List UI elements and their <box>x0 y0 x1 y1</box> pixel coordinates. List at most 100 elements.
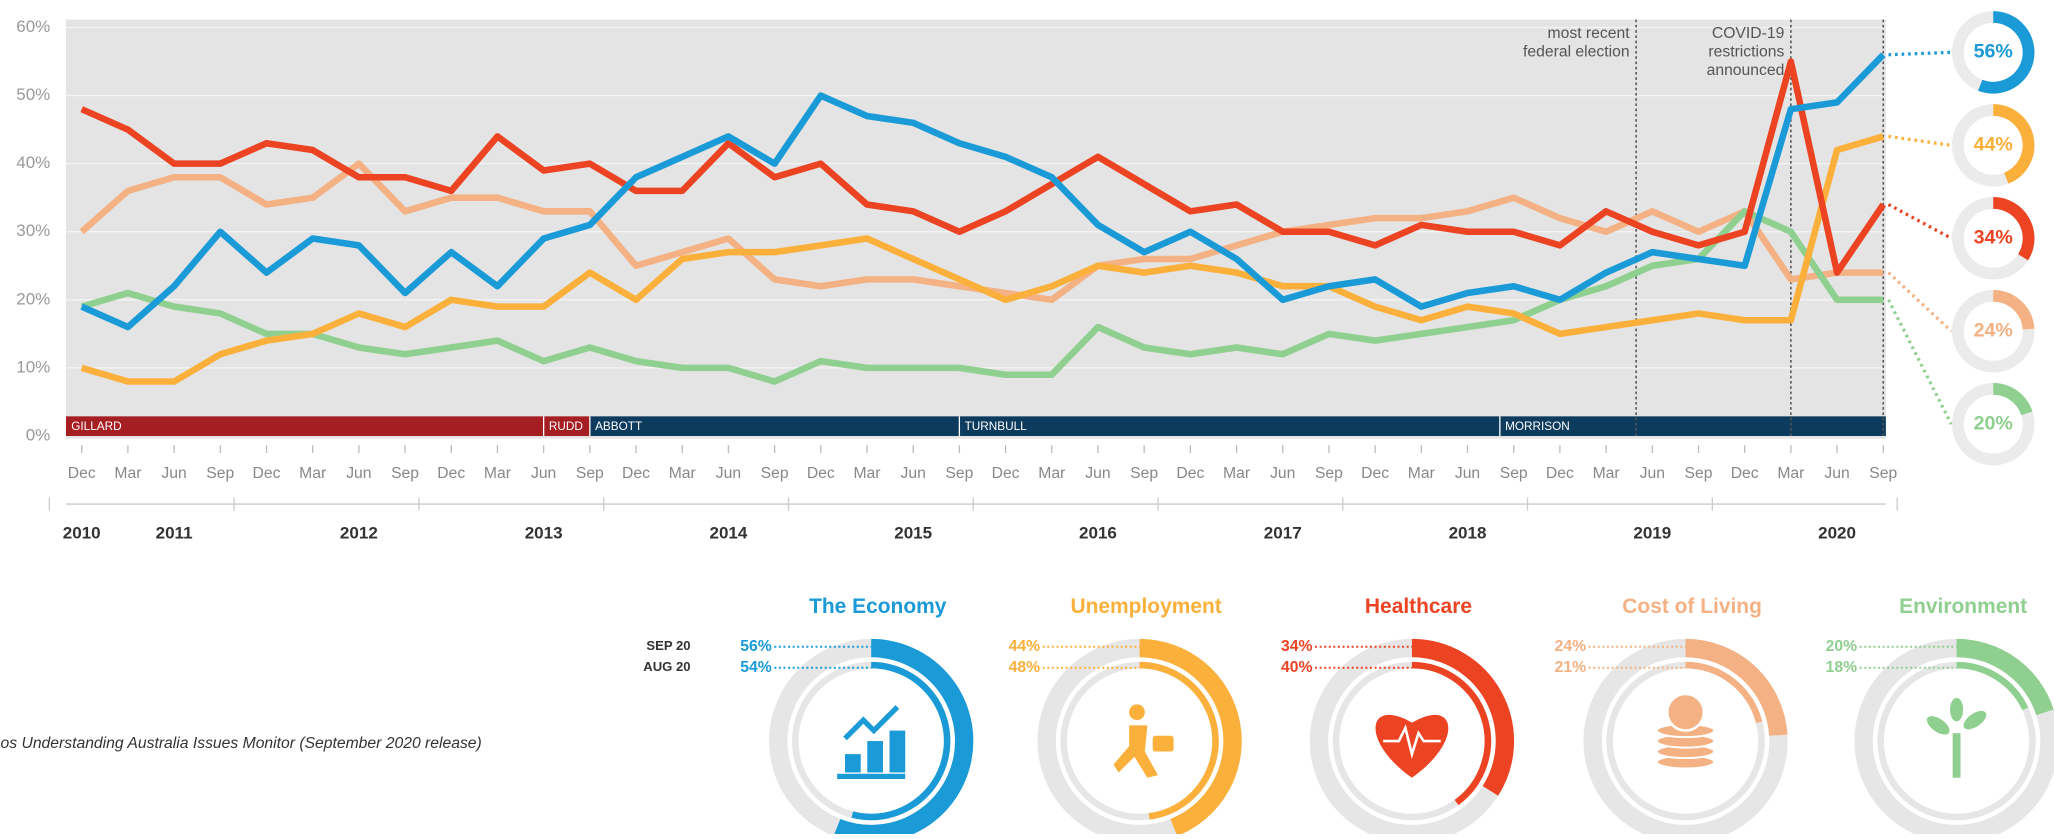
year-label: 2010 <box>63 524 101 543</box>
issue-icon <box>1655 692 1716 770</box>
leader-name: TURNBULL <box>965 420 1028 433</box>
x-tick-label: Sep <box>206 465 234 482</box>
x-tick-label: Jun <box>1824 465 1849 482</box>
source-note: os Understanding Australia Issues Monito… <box>1 735 482 752</box>
outer-arc <box>1685 638 1788 737</box>
issue-value-label: 44% <box>1009 638 1040 655</box>
x-tick-label: Dec <box>622 465 650 482</box>
x-tick-label: Jun <box>901 465 926 482</box>
year-label: 2012 <box>340 524 378 543</box>
annotation-text: federal election <box>1523 44 1630 61</box>
outer-arc <box>833 638 974 839</box>
x-tick-label: Sep <box>761 465 789 482</box>
x-tick-label: Mar <box>669 465 696 482</box>
inner-arc <box>1685 661 1763 724</box>
x-tick-label: Sep <box>945 465 973 482</box>
end-connector <box>1887 299 1953 425</box>
inner-arc <box>1139 661 1219 820</box>
x-tick-label: Jun <box>1640 465 1665 482</box>
annotation-text: restrictions <box>1708 44 1784 61</box>
icon-bar <box>867 741 883 773</box>
x-tick-label: Jun <box>161 465 186 482</box>
x-tick-label: Dec <box>437 465 465 482</box>
icon-coin-face <box>1665 692 1706 732</box>
series-line <box>80 208 1884 385</box>
issue-title: Cost of Living <box>1622 595 1762 618</box>
x-tick-label: Sep <box>1500 465 1528 482</box>
icon-head <box>1129 704 1145 721</box>
y-tick-label: 20% <box>16 289 50 308</box>
x-tick-label: Dec <box>1546 465 1574 482</box>
end-donut-arc <box>1992 382 2033 416</box>
y-tick-label: 0% <box>26 425 51 444</box>
year-label: 2019 <box>1633 524 1671 543</box>
icon-body <box>1113 725 1158 778</box>
annotation-text: announced <box>1707 62 1785 79</box>
icon-trunk <box>1952 733 1961 778</box>
leader-band <box>543 416 590 436</box>
x-tick-label: Mar <box>1777 465 1804 482</box>
issue-value-label: 18% <box>1826 659 1857 676</box>
issue-value-label: 54% <box>740 659 771 676</box>
icon-bar <box>845 754 861 773</box>
issue-title: The Economy <box>809 595 947 618</box>
end-donut-label: 24% <box>1974 319 2013 341</box>
leader-band <box>959 416 1500 436</box>
year-label: 2015 <box>894 524 932 543</box>
outer-arc <box>1411 638 1514 796</box>
x-tick-label: Mar <box>299 465 326 482</box>
end-donut-label: 20% <box>1974 412 2013 434</box>
issue-value-label: 40% <box>1281 659 1312 676</box>
y-tick-label: 40% <box>16 153 50 172</box>
series-line <box>80 133 1885 385</box>
y-tick-label: 10% <box>16 357 50 376</box>
end-donut-arc <box>1992 104 2035 184</box>
end-donut-arc <box>1978 11 2035 94</box>
x-tick-label: Dec <box>1361 465 1389 482</box>
inner-arc <box>1411 661 1492 806</box>
leader-band <box>1499 416 1886 436</box>
x-tick-label: Mar <box>1408 465 1435 482</box>
year-label: 2018 <box>1449 524 1487 543</box>
y-tick-label: 60% <box>16 17 50 36</box>
icon-pulse <box>1383 724 1441 759</box>
x-tick-label: Mar <box>484 465 511 482</box>
leader-name: GILLARD <box>71 420 121 433</box>
end-donut-label: 34% <box>1974 226 2013 248</box>
icon-leaf <box>1926 716 1950 735</box>
x-tick-label: Jun <box>1270 465 1295 482</box>
x-tick-label: Dec <box>807 465 835 482</box>
x-tick-label: Mar <box>1223 465 1250 482</box>
x-tick-label: Mar <box>1593 465 1620 482</box>
series-line <box>80 58 1886 276</box>
end-donut-arc <box>1992 197 2035 261</box>
end-donut-label: 56% <box>1974 41 2013 63</box>
x-tick-label: Sep <box>1315 465 1343 482</box>
issue-value-label: 34% <box>1281 638 1312 655</box>
end-connector <box>1887 203 1953 240</box>
annotation-text: most recent <box>1548 25 1631 42</box>
issue-value-label: 24% <box>1555 638 1586 655</box>
icon-bar <box>889 730 906 773</box>
x-tick-label: Sep <box>576 465 604 482</box>
x-tick-label: Dec <box>992 465 1020 482</box>
x-tick-label: Sep <box>1869 465 1897 482</box>
issue-icon <box>837 705 906 780</box>
issue-value-label: 21% <box>1555 659 1586 676</box>
leader-name: ABBOTT <box>595 420 642 433</box>
period-label: AUG 20 <box>643 659 690 674</box>
outer-arc <box>1956 638 2054 716</box>
issue-value-label: 48% <box>1009 659 1040 676</box>
x-tick-label: Jun <box>716 465 741 482</box>
x-tick-label: Dec <box>253 465 281 482</box>
y-tick-label: 50% <box>16 85 50 104</box>
issue-title: Environment <box>1899 595 2027 618</box>
period-label: SEP 20 <box>646 638 690 653</box>
x-tick-label: Dec <box>1731 465 1759 482</box>
x-tick-label: Dec <box>68 465 96 482</box>
end-donut-arc <box>1992 290 2035 330</box>
year-label: 2016 <box>1079 524 1117 543</box>
x-tick-label: Dec <box>1176 465 1204 482</box>
